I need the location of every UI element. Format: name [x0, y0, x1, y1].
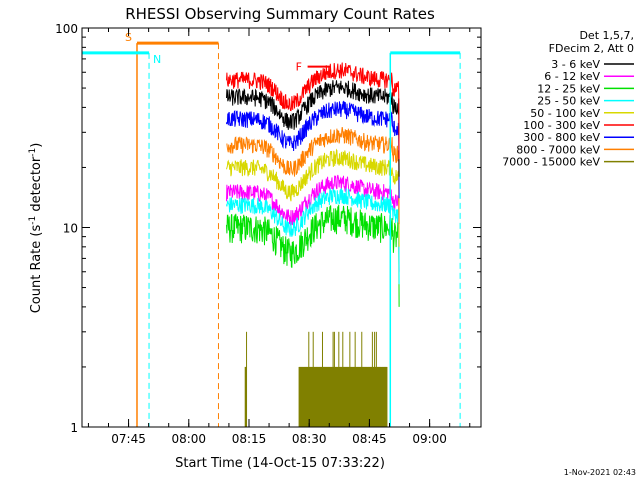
- flare-flag-label: F: [296, 61, 302, 74]
- legend-label: 7000 - 15000 keV: [502, 156, 600, 169]
- flag-label: N: [153, 53, 161, 66]
- legend-label: 3 - 6 keV: [551, 58, 600, 71]
- y-axis-label: Count Rate (s-1 detector-1): [28, 143, 44, 314]
- series-line-50-100keV: [226, 148, 400, 247]
- legend-label: 25 - 50 keV: [537, 95, 600, 108]
- plot-frame: [81, 27, 482, 428]
- y-axis-label-main: Count Rate (s: [29, 225, 44, 314]
- series-line-6-12keV: [226, 174, 400, 272]
- legend-label: 12 - 25 keV: [537, 82, 600, 95]
- y-axis: 1 10 100: [55, 22, 481, 435]
- series-line-12-25keV: [226, 204, 400, 307]
- series-line-3-6keV: [226, 80, 400, 177]
- x-tick-label: 08:15: [232, 432, 267, 446]
- series-layer: [226, 62, 400, 427]
- series-line-100-300keV: [226, 62, 400, 160]
- y-axis-label-end: ): [29, 143, 44, 148]
- y-tick-label: 10: [63, 222, 78, 236]
- legend-label: 300 - 800 keV: [523, 131, 600, 144]
- legend-header-line2: FDecim 2, Att 0: [549, 42, 634, 55]
- chart-title: RHESSI Observing Summary Count Rates: [125, 5, 435, 23]
- y-axis-label-sup2: -1: [28, 148, 38, 157]
- footer-timestamp: 1-Nov-2021 02:43: [564, 468, 636, 477]
- x-tick-label: 07:45: [111, 432, 146, 446]
- legend-header-line1: Det 1,5,7,: [579, 29, 634, 42]
- y-axis-label-sup1: -1: [28, 216, 38, 225]
- x-tick-label: 09:00: [412, 432, 447, 446]
- legend-label: 6 - 12 keV: [544, 70, 600, 83]
- legend-label: 100 - 300 keV: [523, 119, 600, 132]
- x-tick-label: 08:00: [171, 432, 206, 446]
- series-line-25-50keV: [226, 187, 400, 285]
- flag-label: S: [125, 31, 132, 44]
- x-tick-label: 08:30: [292, 432, 327, 446]
- series-line-300-800keV: [226, 100, 400, 199]
- x-tick-label: 08:45: [352, 432, 387, 446]
- y-tick-label: 100: [55, 22, 78, 36]
- flag-layer: SNNF: [82, 31, 461, 427]
- x-axis: 07:45 08:00 08:15 08:30 08:45 09:00: [87, 28, 471, 446]
- y-axis-label-mid: detector: [29, 156, 44, 216]
- series-line-800-7000keV: [226, 127, 400, 225]
- legend-label: 800 - 7000 keV: [516, 143, 600, 156]
- x-axis-label: Start Time (14-Oct-15 07:33:22): [175, 456, 385, 471]
- legend-label: 50 - 100 keV: [530, 107, 600, 120]
- y-tick-label: 1: [70, 421, 78, 435]
